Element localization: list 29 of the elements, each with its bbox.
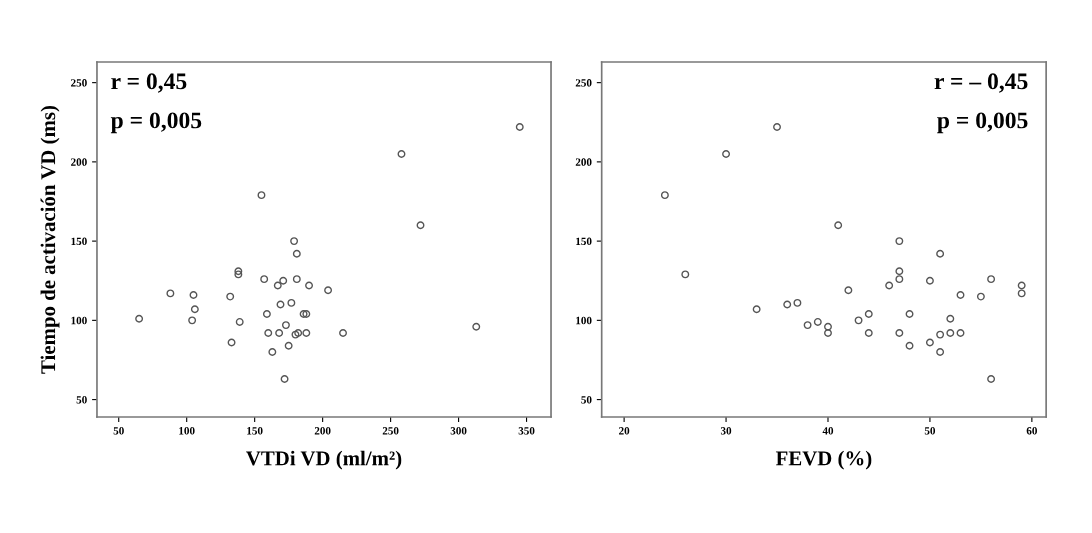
y-tick-label: 50 [76,396,87,404]
y-tick-label: 150 [576,237,592,246]
x-axis-title: VTDi VD (ml/m²) [246,450,402,470]
x-tick-label: 350 [518,427,535,435]
y-tick-label: 100 [576,316,592,325]
y-tick-label: 150 [71,237,87,246]
x-tick-label: 250 [382,427,399,435]
x-axis-title: FEVD (%) [775,450,872,470]
y-tick-label: 200 [71,158,87,166]
y-tick-label: 50 [581,396,592,404]
annotation: r = – 0,45 [934,73,1028,93]
x-tick-label: 300 [450,427,467,435]
x-tick-label: 50 [113,427,124,435]
x-tick-label: 200 [314,427,331,435]
x-tick-label: 50 [924,427,936,435]
y-tick-label: 200 [575,158,592,166]
y-axis-title: Tiempo de activación VD (ms) [40,105,60,374]
x-tick-label: 20 [619,427,630,435]
annotation: p = 0,005 [937,112,1028,134]
y-tick-label: 250 [575,79,592,87]
annotation: p = 0,005 [110,112,202,134]
x-tick-label: 60 [1026,427,1037,435]
annotation: r = 0,45 [111,73,187,93]
x-tick-label: 40 [822,427,834,435]
y-tick-label: 250 [71,79,87,87]
y-tick-label: 100 [71,316,87,325]
x-tick-label: 30 [720,427,732,435]
x-tick-label: 100 [179,427,195,435]
x-tick-label: 150 [247,427,263,435]
